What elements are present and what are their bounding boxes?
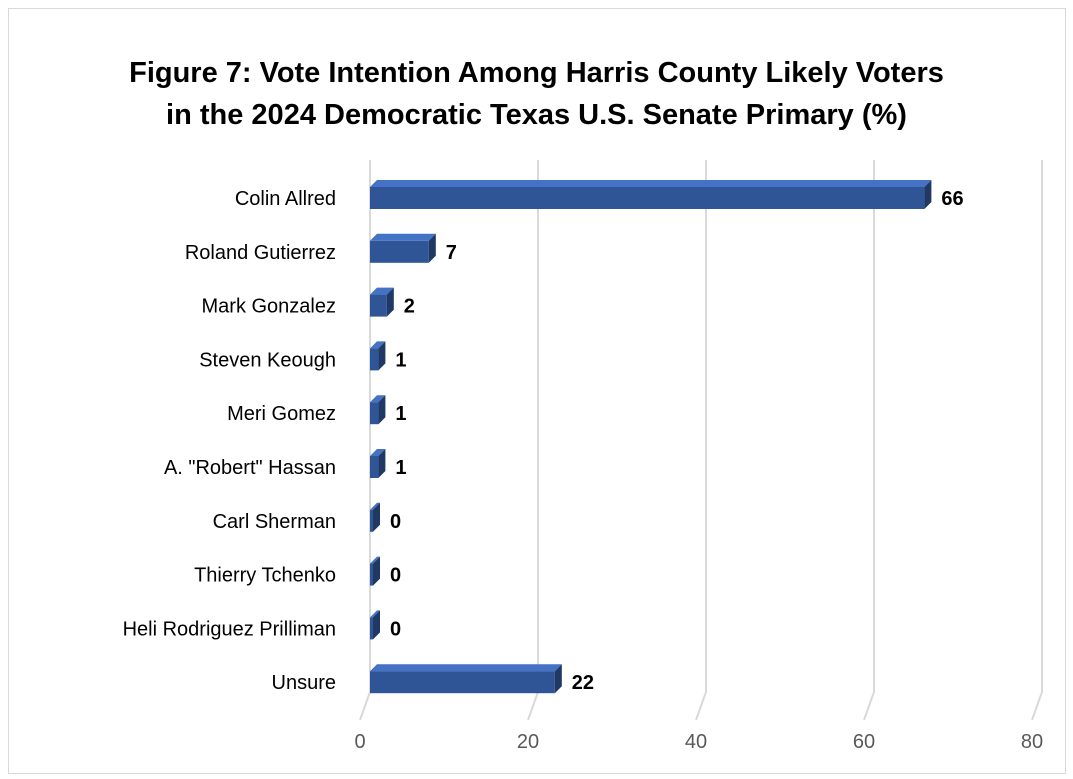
data-label: 2 xyxy=(404,296,415,318)
category-label: Meri Gomez xyxy=(227,403,336,425)
category-label: Colin Allred xyxy=(235,188,336,210)
category-label: Unsure xyxy=(272,672,336,694)
bar xyxy=(370,287,394,317)
data-label: 1 xyxy=(395,457,406,479)
gridline xyxy=(359,160,371,721)
data-label: 7 xyxy=(446,242,457,264)
data-label: 22 xyxy=(572,672,594,694)
bar xyxy=(370,341,386,371)
chart-title-line-2: in the 2024 Democratic Texas U.S. Senate… xyxy=(166,99,907,131)
x-tick-label: 0 xyxy=(354,731,365,753)
bar xyxy=(370,556,380,586)
category-labels: Colin Allred Roland Gutierrez Mark Gonzale… xyxy=(123,188,336,694)
data-label: 66 xyxy=(941,188,963,210)
bar xyxy=(370,233,436,263)
x-tick-label: 60 xyxy=(853,731,875,753)
x-tick-label: 80 xyxy=(1021,731,1043,753)
data-label: 1 xyxy=(395,349,406,371)
data-label: 0 xyxy=(390,618,401,640)
value-labels: 66 7 2 1 1 1 0 0 0 22 xyxy=(390,188,964,694)
category-label: Heli Rodriguez Prilliman xyxy=(123,618,336,640)
data-label: 0 xyxy=(390,565,401,587)
bar xyxy=(370,180,932,209)
gridline xyxy=(863,160,875,721)
bar xyxy=(370,449,386,478)
bar xyxy=(370,502,380,532)
gridline xyxy=(695,160,707,721)
bar xyxy=(370,610,380,640)
bar xyxy=(370,664,562,694)
bars xyxy=(370,180,932,694)
gridlines xyxy=(359,160,1043,721)
chart-title: Figure 7: Vote Intention Among Harris Co… xyxy=(0,52,1073,136)
category-label: A. "Robert" Hassan xyxy=(164,457,336,479)
data-label: 1 xyxy=(395,403,406,425)
category-label: Steven Keough xyxy=(199,349,336,371)
category-label: Mark Gonzalez xyxy=(202,296,337,318)
x-tick-label: 40 xyxy=(685,731,707,753)
category-label: Thierry Tchenko xyxy=(194,565,336,587)
data-label: 0 xyxy=(390,511,401,533)
gridline xyxy=(1031,160,1043,721)
gridline xyxy=(527,160,539,721)
bar xyxy=(370,395,386,425)
x-tick-label: 20 xyxy=(517,731,539,753)
category-label: Carl Sherman xyxy=(213,511,336,533)
chart-title-line-1: Figure 7: Vote Intention Among Harris Co… xyxy=(129,57,944,89)
category-label: Roland Gutierrez xyxy=(185,242,336,264)
x-axis-ticks: 0 20 40 60 80 xyxy=(354,731,1043,753)
